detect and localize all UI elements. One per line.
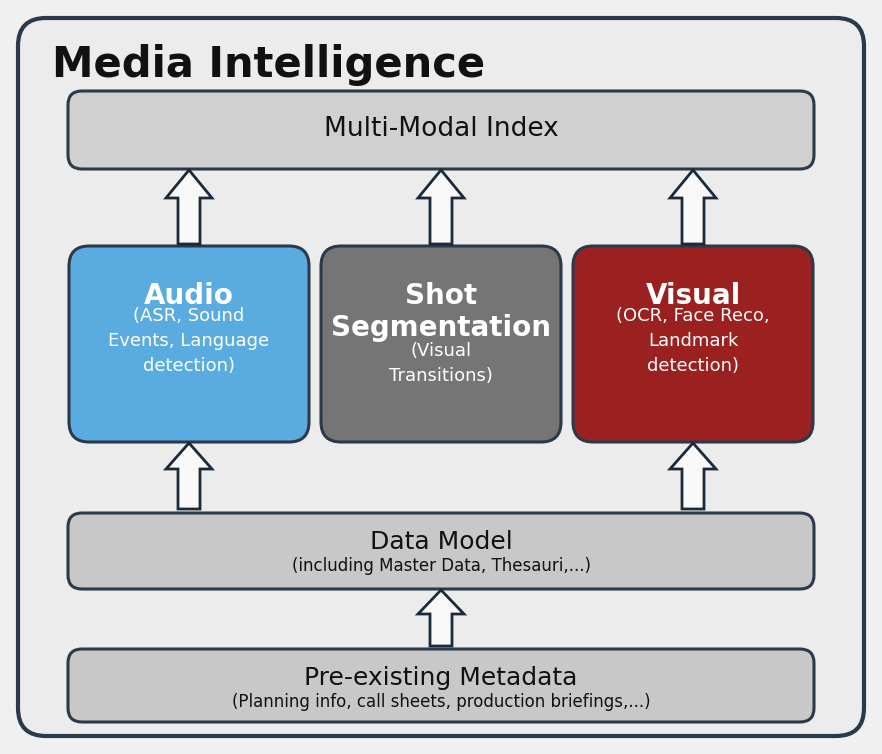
FancyBboxPatch shape [68,649,814,722]
Text: (ASR, Sound
Events, Language
detection): (ASR, Sound Events, Language detection) [108,307,270,375]
Text: Audio: Audio [144,282,234,310]
Text: Multi-Modal Index: Multi-Modal Index [324,116,558,142]
Polygon shape [418,590,464,646]
Polygon shape [670,170,716,244]
FancyBboxPatch shape [68,91,814,169]
FancyBboxPatch shape [321,246,561,442]
Polygon shape [418,170,464,244]
Polygon shape [166,170,212,244]
Text: Pre-existing Metadata: Pre-existing Metadata [304,666,578,690]
Text: Shot
Segmentation: Shot Segmentation [331,282,551,342]
FancyBboxPatch shape [68,513,814,589]
Text: (including Master Data, Thesauri,...): (including Master Data, Thesauri,...) [291,557,591,575]
Text: (Visual
Transitions): (Visual Transitions) [389,342,493,385]
Text: (OCR, Face Reco,
Landmark
detection): (OCR, Face Reco, Landmark detection) [617,307,770,375]
Text: Data Model: Data Model [370,530,512,554]
Text: (Planning info, call sheets, production briefings,...): (Planning info, call sheets, production … [232,693,650,711]
Text: Media Intelligence: Media Intelligence [52,44,485,86]
FancyBboxPatch shape [18,18,864,736]
FancyBboxPatch shape [573,246,813,442]
Polygon shape [166,443,212,509]
FancyBboxPatch shape [69,246,309,442]
Polygon shape [670,443,716,509]
Text: Visual: Visual [646,282,741,310]
